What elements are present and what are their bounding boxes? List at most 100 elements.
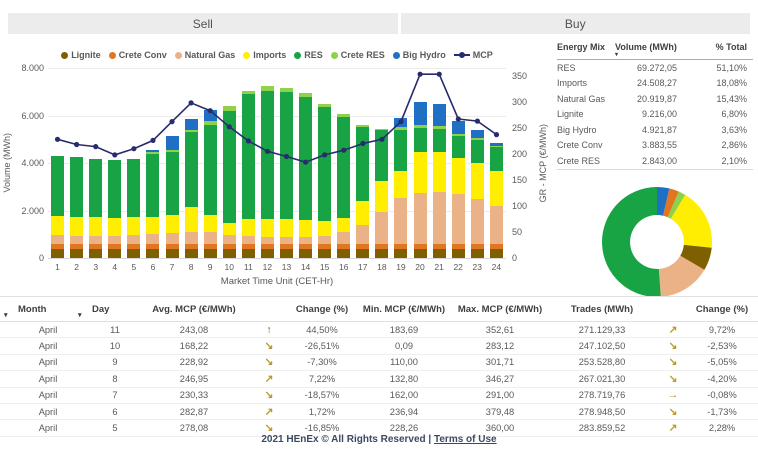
energy-mix-header-name[interactable]: Energy Mix	[557, 42, 606, 52]
bar-segment-big-hydro[interactable]	[413, 102, 427, 126]
bar-segment-lignite[interactable]	[260, 248, 274, 258]
bar-hour-3[interactable]	[86, 68, 105, 258]
bar-segment-crete-conv[interactable]	[470, 244, 484, 249]
header-min-mcp[interactable]: Min. MCP (€/MWh)	[362, 303, 446, 315]
bar-hour-8[interactable]	[182, 68, 201, 258]
bar-segment-res[interactable]	[89, 158, 103, 218]
energy-mix-row[interactable]: Crete Conv 3.883,55 2,86%	[557, 138, 753, 154]
bar-segment-crete-conv[interactable]	[413, 244, 427, 249]
month-sort-icon[interactable]: ▾	[4, 312, 8, 319]
bar-segment-lignite[interactable]	[108, 248, 122, 258]
bar-segment-natural-gas[interactable]	[260, 236, 274, 245]
legend-item-natural-gas[interactable]: Natural Gas	[174, 50, 235, 60]
bar-segment-crete-conv[interactable]	[70, 244, 84, 249]
bar-segment-imports[interactable]	[241, 218, 255, 237]
bar-segment-res[interactable]	[337, 116, 351, 219]
bar-segment-natural-gas[interactable]	[489, 206, 503, 245]
bar-segment-natural-gas[interactable]	[279, 236, 293, 245]
bar-segment-natural-gas[interactable]	[203, 231, 217, 245]
bar-segment-crete-conv[interactable]	[184, 244, 198, 249]
bar-segment-crete-conv[interactable]	[165, 244, 179, 249]
bar-segment-imports[interactable]	[489, 171, 503, 207]
bar-segment-natural-gas[interactable]	[89, 235, 103, 245]
sort-descending-icon[interactable]: ▾	[615, 52, 619, 58]
bar-segment-crete-conv[interactable]	[337, 244, 351, 249]
bar-segment-res[interactable]	[260, 90, 274, 219]
bar-segment-natural-gas[interactable]	[394, 198, 408, 245]
daily-table-row[interactable]: April 5 278,08 ↘ -16,85% 228,26 360,00 283.859,…	[0, 420, 758, 437]
bar-segment-lignite[interactable]	[356, 248, 370, 258]
bar-segment-crete-conv[interactable]	[299, 244, 313, 249]
bar-segment-big-hydro[interactable]	[165, 135, 179, 150]
donut-slice-big-hydro[interactable]	[657, 187, 670, 216]
bar-segment-res[interactable]	[356, 127, 370, 202]
bar-hour-1[interactable]	[48, 68, 67, 258]
bar-segment-lignite[interactable]	[337, 248, 351, 258]
bar-segment-res[interactable]	[203, 125, 217, 216]
bar-hour-23[interactable]	[468, 68, 487, 258]
bar-segment-imports[interactable]	[184, 206, 198, 232]
bar-segment-res[interactable]	[222, 110, 236, 224]
legend-item-crete-conv[interactable]: Crete Conv	[108, 50, 167, 60]
bar-hour-24[interactable]	[487, 68, 506, 258]
header-trades[interactable]: Trades (MWh)	[570, 303, 634, 315]
bar-segment-res[interactable]	[489, 146, 503, 172]
donut-slice-crete-res[interactable]	[667, 191, 686, 219]
bar-segment-res[interactable]	[451, 135, 465, 158]
bar-hour-20[interactable]	[410, 68, 429, 258]
bar-segment-crete-conv[interactable]	[451, 244, 465, 249]
bar-hour-2[interactable]	[67, 68, 86, 258]
bar-segment-crete-conv[interactable]	[222, 244, 236, 249]
terms-of-use-link[interactable]: Terms of Use	[434, 434, 497, 445]
bar-segment-natural-gas[interactable]	[470, 199, 484, 245]
bar-segment-res[interactable]	[146, 153, 160, 218]
daily-table-row[interactable]: April 6 282,87 ↗ 1,72% 236,94 379,48 278.948,50…	[0, 404, 758, 421]
bar-segment-res[interactable]	[413, 127, 427, 153]
bar-segment-big-hydro[interactable]	[184, 118, 198, 130]
bar-segment-big-hydro[interactable]	[432, 104, 446, 127]
bar-hour-10[interactable]	[220, 68, 239, 258]
bar-segment-crete-conv[interactable]	[203, 244, 217, 249]
bar-hour-15[interactable]	[315, 68, 334, 258]
bar-segment-imports[interactable]	[337, 218, 351, 232]
bar-segment-res[interactable]	[279, 92, 293, 219]
bar-hour-22[interactable]	[449, 68, 468, 258]
bar-hour-4[interactable]	[105, 68, 124, 258]
energy-mix-row[interactable]: Big Hydro 4.921,87 3,63%	[557, 122, 753, 138]
energy-mix-row[interactable]: RES 69.272,05 51,10%	[557, 60, 753, 76]
bar-segment-natural-gas[interactable]	[432, 191, 446, 245]
bar-segment-big-hydro[interactable]	[451, 120, 465, 135]
bar-segment-imports[interactable]	[203, 215, 217, 232]
bar-hour-18[interactable]	[372, 68, 391, 258]
energy-mix-header-pct[interactable]: % Total	[715, 42, 747, 52]
bar-segment-natural-gas[interactable]	[184, 231, 198, 245]
bar-segment-natural-gas[interactable]	[318, 236, 332, 245]
bar-segment-crete-conv[interactable]	[394, 244, 408, 249]
bar-segment-natural-gas[interactable]	[108, 235, 122, 245]
bar-segment-natural-gas[interactable]	[241, 236, 255, 245]
donut-slice-crete-conv[interactable]	[663, 188, 679, 218]
bar-segment-natural-gas[interactable]	[375, 211, 389, 245]
bar-segment-crete-conv[interactable]	[279, 244, 293, 249]
bar-segment-imports[interactable]	[413, 152, 427, 193]
bar-hour-16[interactable]	[334, 68, 353, 258]
header-avg-change[interactable]: Change (%)	[295, 303, 349, 315]
legend-item-big-hydro[interactable]: Big Hydro	[392, 50, 446, 60]
bar-segment-big-hydro[interactable]	[203, 109, 217, 122]
bar-hour-6[interactable]	[143, 68, 162, 258]
header-day[interactable]: Day	[92, 303, 110, 315]
tab-sell[interactable]: Sell	[8, 13, 398, 34]
bar-segment-res[interactable]	[470, 139, 484, 164]
bar-segment-res[interactable]	[375, 129, 389, 181]
daily-table-row[interactable]: April 7 230,33 ↘ -18,57% 162,00 291,00 278.719,…	[0, 388, 758, 404]
bar-hour-14[interactable]	[296, 68, 315, 258]
bar-segment-lignite[interactable]	[184, 248, 198, 258]
bar-segment-lignite[interactable]	[146, 248, 160, 258]
bar-segment-imports[interactable]	[318, 221, 332, 237]
bar-segment-natural-gas[interactable]	[451, 193, 465, 245]
bar-hour-9[interactable]	[201, 68, 220, 258]
day-sort-icon[interactable]: ▾	[78, 312, 82, 319]
bar-segment-imports[interactable]	[165, 214, 179, 233]
bar-segment-res[interactable]	[394, 130, 408, 172]
bar-segment-imports[interactable]	[127, 217, 141, 235]
